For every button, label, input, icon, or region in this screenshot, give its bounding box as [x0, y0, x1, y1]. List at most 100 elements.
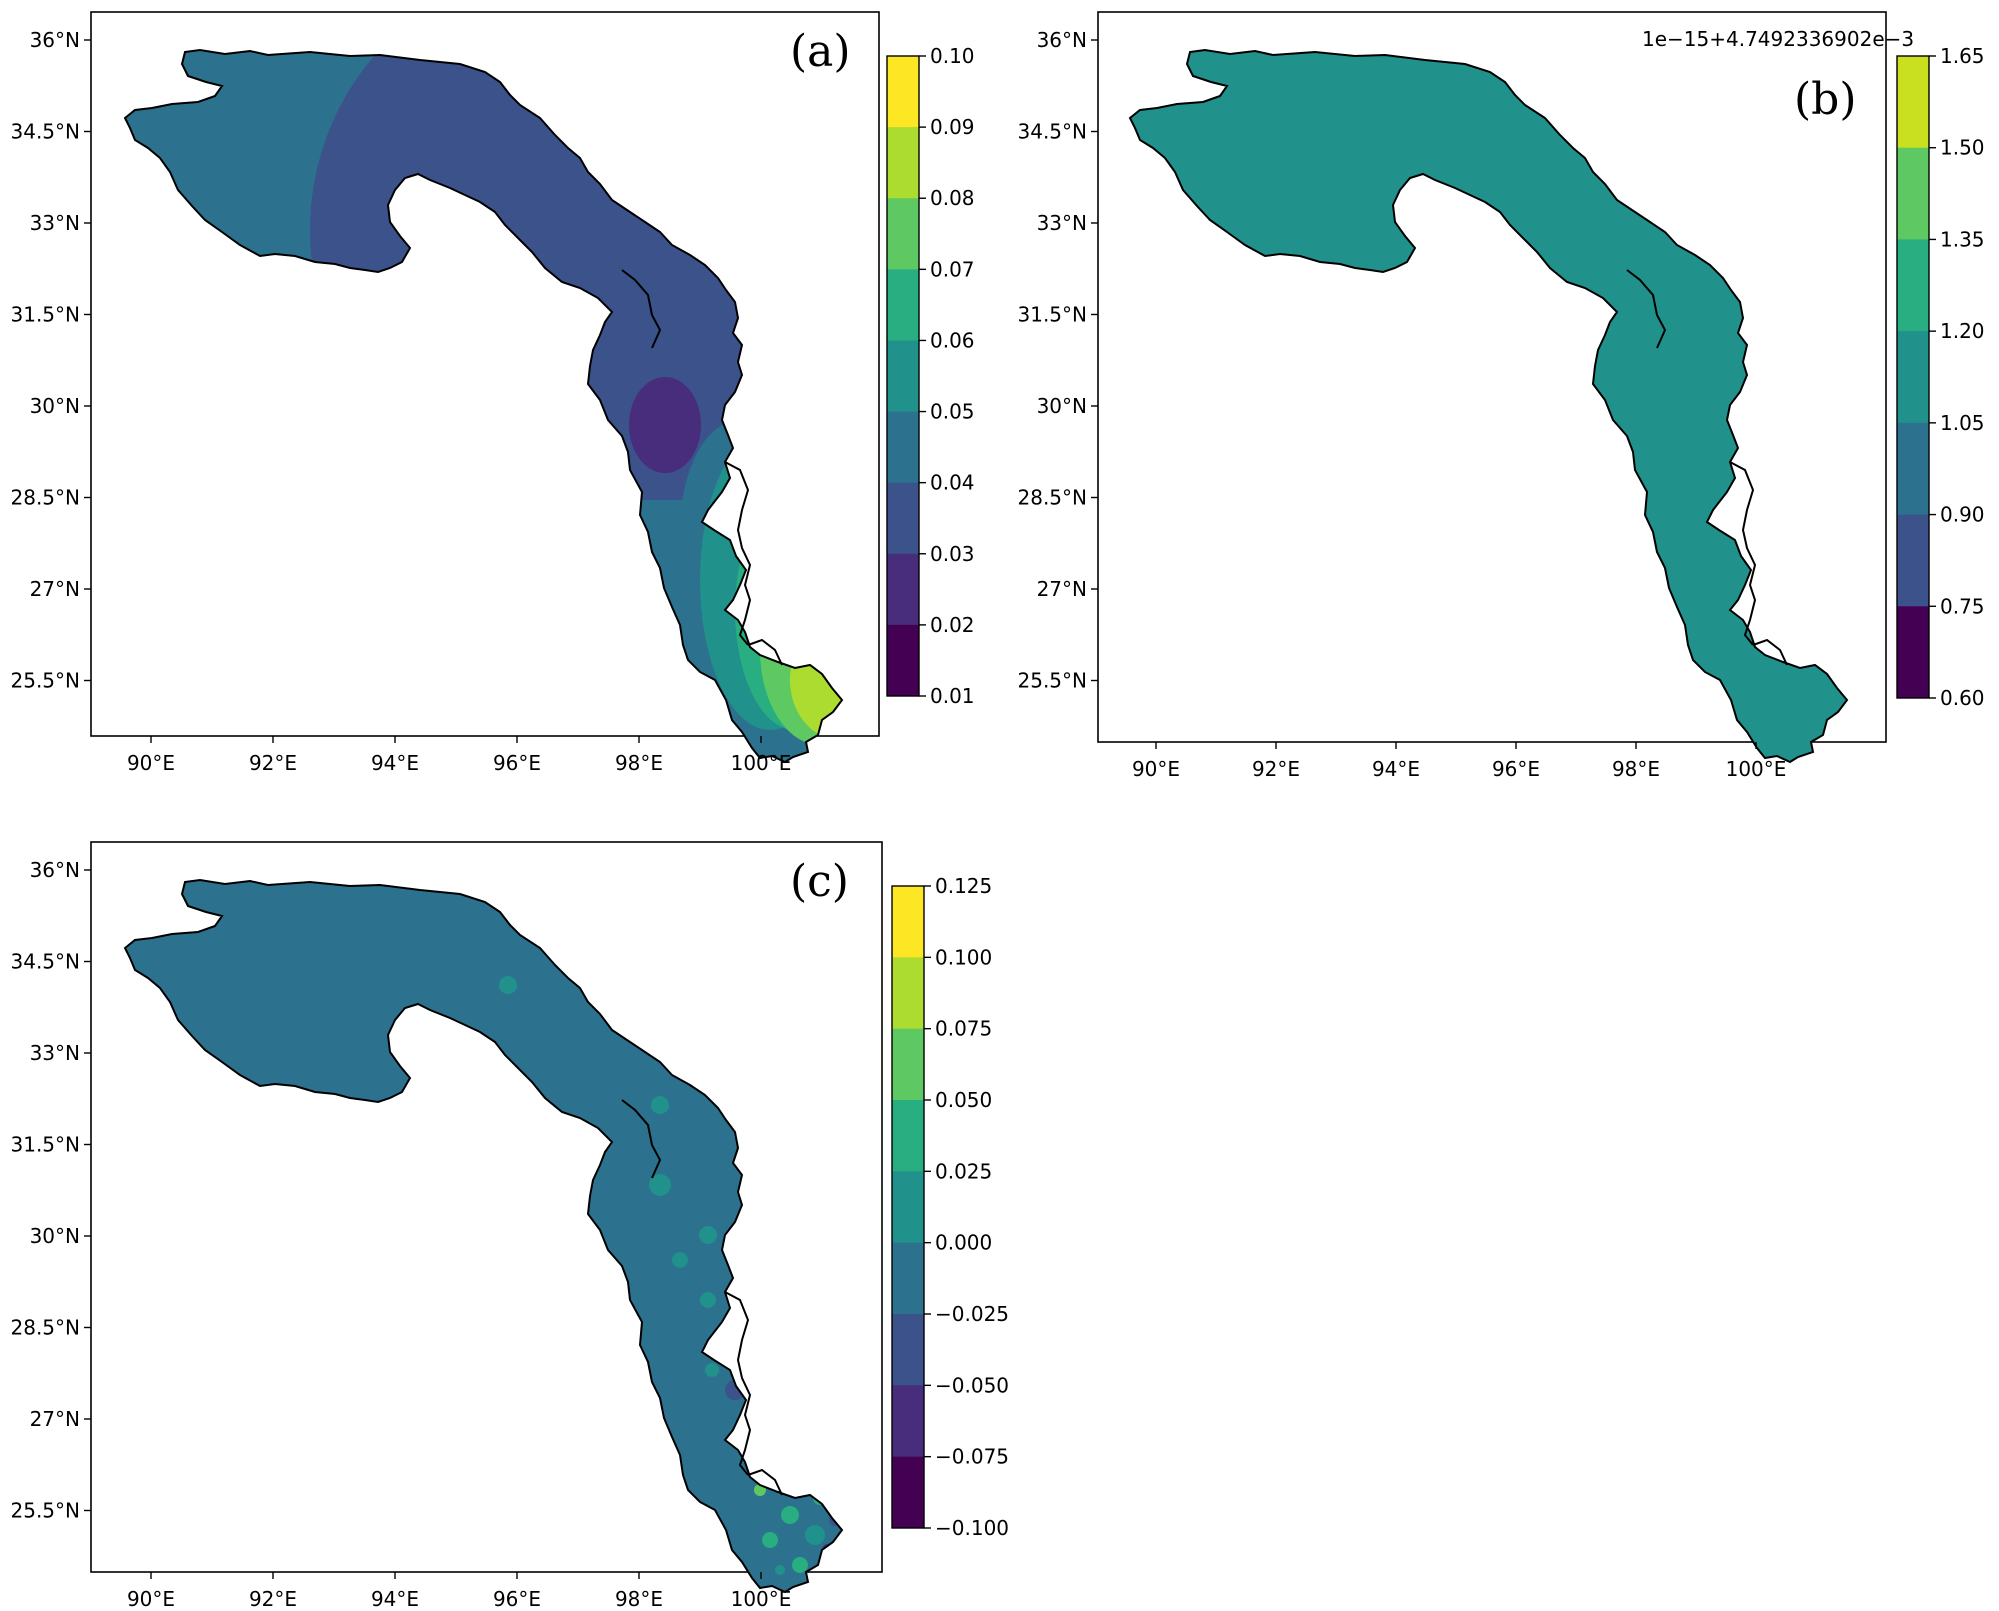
colorbar-bin [887, 56, 919, 128]
panel-a-label: (a) [790, 26, 851, 77]
colorbar-bin [892, 1028, 924, 1101]
colorbar-bin [892, 886, 924, 958]
x-tick-label: 90°E [127, 751, 175, 775]
colorbar-bin [892, 1171, 924, 1244]
colorbar-bin [1897, 422, 1929, 516]
x-tick-label: 100°E [731, 1587, 792, 1611]
y-tick-label: 31.5°N [1018, 303, 1088, 327]
panel-c: (c) 36°N 34.5°N 33°N 31.5°N 30°N 28.5°N 27°N 25… [11, 841, 1009, 1611]
panel-b-colorbar-offset: 1e−15+4.7492336902e−3 [1642, 27, 1914, 51]
y-tick-label: 31.5°N [11, 1133, 81, 1157]
x-tick-label: 90°E [127, 1587, 175, 1611]
colorbar-bin [887, 340, 919, 413]
colorbar-bin [887, 553, 919, 626]
colorbar-tick-label: 0.90 [1940, 503, 1985, 527]
y-tick-label: 36°N [30, 858, 80, 882]
colorbar-bin [887, 482, 919, 555]
colorbar-tick-label: 0.10 [930, 44, 975, 68]
y-tick-label: 28.5°N [1018, 486, 1088, 510]
panel-a-yaxis: 36°N 34.5°N 33°N 31.5°N 30°N 28.5°N 27°N 25.5°N [11, 28, 91, 693]
colorbar-tick-label: 0.06 [930, 328, 975, 352]
colorbar-tick-label: −0.075 [935, 1445, 1009, 1469]
colorbar-bin [892, 1242, 924, 1315]
colorbar-tick-label: 0.08 [930, 186, 975, 210]
x-tick-label: 100°E [1726, 757, 1787, 781]
y-tick-label: 34.5°N [1018, 120, 1088, 144]
panel-c-colorbar: 0.125 0.100 0.075 0.050 0.025 0.000 −0.025 −0.0… [891, 874, 1009, 1540]
x-tick-label: 98°E [1612, 757, 1660, 781]
colorbar-tick-label: 0.02 [930, 613, 975, 637]
colorbar-bin [1897, 147, 1929, 240]
colorbar-tick-label: 0.07 [930, 257, 975, 281]
colorbar-bin [892, 1456, 924, 1529]
colorbar-tick-label: −0.100 [935, 1516, 1009, 1540]
panel-a-colorbar: 0.10 0.09 0.08 0.07 0.06 0.05 0.04 0.03 0.02 0.01 [886, 44, 975, 708]
x-tick-label: 94°E [1372, 757, 1420, 781]
colorbar-frame [891, 885, 925, 1529]
x-tick-label: 98°E [615, 751, 663, 775]
colorbar-tick-label: 0.01 [930, 684, 975, 708]
y-tick-label: 30°N [30, 394, 80, 418]
y-tick-label: 28.5°N [11, 1316, 81, 1340]
colorbar-bin [887, 269, 919, 341]
y-tick-label: 25.5°N [11, 1499, 81, 1523]
x-tick-label: 94°E [371, 751, 419, 775]
panel-b: (b) 1e−15+4.7492336902e−3 36°N 34.5°N 33°N… [1018, 11, 1985, 781]
x-tick-label: 94°E [371, 1587, 419, 1611]
x-tick-label: 92°E [249, 751, 297, 775]
colorbar-bin [887, 411, 919, 484]
colorbar-tick-label: 0.03 [930, 542, 975, 566]
colorbar-bin [1897, 606, 1929, 699]
y-tick-label: 34.5°N [11, 120, 81, 144]
colorbar-bin [1897, 56, 1929, 149]
x-tick-label: 92°E [249, 1587, 297, 1611]
colorbar-tick-label: 0.60 [1940, 686, 1985, 710]
y-tick-label: 33°N [1037, 211, 1087, 235]
colorbar-bin [892, 957, 924, 1030]
x-tick-label: 92°E [1252, 757, 1300, 781]
x-tick-label: 96°E [493, 1587, 541, 1611]
colorbar-bin [1897, 239, 1929, 332]
colorbar-tick-label: 0.05 [930, 400, 975, 424]
y-tick-label: 30°N [1037, 394, 1087, 418]
colorbar-tick-label: 0.025 [935, 1159, 992, 1183]
x-tick-label: 90°E [1132, 757, 1180, 781]
colorbar-tick-label: −0.025 [935, 1302, 1009, 1326]
y-tick-label: 33°N [30, 1041, 80, 1065]
colorbar-tick-label: 1.50 [1940, 136, 1985, 160]
x-tick-label: 96°E [1492, 757, 1540, 781]
colorbar-tick-label: 0.050 [935, 1088, 992, 1112]
panel-b-colorbar: 1.65 1.50 1.35 1.20 1.05 0.90 0.75 0.60 [1896, 44, 1985, 710]
colorbar-tick-label: 0.75 [1940, 594, 1985, 618]
colorbar-tick-label: 0.04 [930, 471, 975, 495]
y-tick-label: 31.5°N [11, 303, 81, 327]
y-tick-label: 25.5°N [1018, 669, 1088, 693]
panel-c-xaxis: 90°E 92°E 94°E 96°E 98°E 100°E [127, 1572, 791, 1611]
y-tick-label: 25.5°N [11, 669, 81, 693]
colorbar-bin [887, 198, 919, 270]
colorbar-tick-label: 1.35 [1940, 227, 1985, 251]
y-tick-label: 34.5°N [11, 950, 81, 974]
colorbar-tick-label: −0.050 [935, 1373, 1009, 1397]
y-tick-label: 27°N [30, 577, 80, 601]
y-tick-label: 30°N [30, 1224, 80, 1248]
colorbar-tick-label: 0.000 [935, 1231, 992, 1255]
colorbar-bin [892, 1314, 924, 1386]
colorbar-bin [887, 127, 919, 199]
colorbar-tick-label: 0.075 [935, 1017, 992, 1041]
colorbar-tick-label: 0.100 [935, 945, 992, 969]
colorbar-frame [886, 55, 920, 697]
colorbar-bin [1897, 331, 1929, 424]
y-tick-label: 33°N [30, 211, 80, 235]
panel-b-yaxis: 36°N 34.5°N 33°N 31.5°N 30°N 28.5°N 27°N 25.5°N [1018, 28, 1098, 693]
colorbar-bin [892, 1100, 924, 1172]
panel-a: (a) 36°N 34.5°N 33°N 31.5°N 30°N 28.5°N 27°N 25… [11, 11, 975, 775]
y-tick-label: 27°N [30, 1407, 80, 1431]
colorbar-bin [887, 624, 919, 697]
panel-b-label: (b) [1794, 74, 1857, 125]
x-tick-label: 100°E [731, 751, 792, 775]
y-tick-label: 27°N [1037, 577, 1087, 601]
panel-b-xaxis: 90°E 92°E 94°E 96°E 98°E 100°E [1132, 742, 1786, 781]
colorbar-tick-label: 1.65 [1940, 44, 1985, 68]
